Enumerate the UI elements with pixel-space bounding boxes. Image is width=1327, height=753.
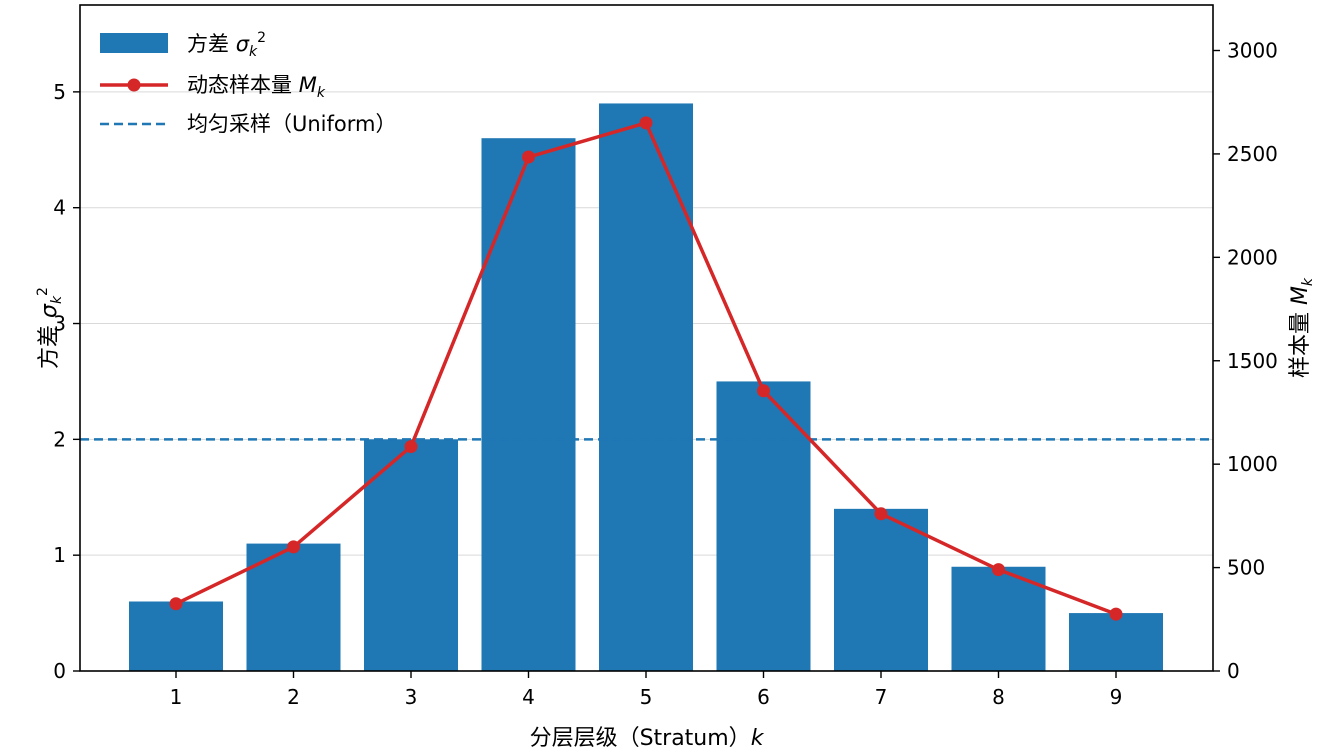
y2-tick-label: 500 <box>1227 556 1265 580</box>
y2-tick-label: 1000 <box>1227 452 1278 476</box>
x-tick-label: 8 <box>992 685 1005 709</box>
variance-bar <box>1069 613 1163 671</box>
variance-bar <box>599 103 693 672</box>
sample-size-line-layer <box>169 116 1123 621</box>
variance-bar <box>364 439 458 671</box>
y-tick-label: 2 <box>53 427 66 451</box>
y-tick-label: 5 <box>53 80 66 104</box>
x-tick-label: 2 <box>287 685 300 709</box>
y2-tick-label: 1500 <box>1227 349 1278 373</box>
variance-bars <box>129 103 1163 672</box>
x-tick-label: 9 <box>1110 685 1123 709</box>
x-tick-label: 4 <box>522 685 535 709</box>
x-axis-label: 分层层级（Stratum）k <box>530 726 765 751</box>
y2-tick-label: 0 <box>1227 659 1240 683</box>
legend: 方差 σk2 动态样本量 Mk 均匀采样（Uniform） <box>100 30 396 136</box>
axes: 1 2 3 4 5 6 7 8 9 0 1 2 3 4 5 0 500 1000 1500 2000 2500 3000 分… <box>35 4 1316 751</box>
sample-size-point <box>404 440 418 454</box>
legend-bar-swatch <box>100 33 168 53</box>
y-tick-label: 3 <box>53 312 66 336</box>
variance-bar <box>246 543 341 671</box>
y-axis-label: 方差 σk2 <box>35 287 65 369</box>
variance-bar <box>129 601 223 671</box>
sample-size-point <box>639 116 653 130</box>
x-tick-label: 6 <box>757 685 770 709</box>
legend-sample-size-label: 动态样本量 Mk <box>187 73 326 101</box>
legend-uniform-label: 均匀采样（Uniform） <box>187 112 396 136</box>
sample-size-point <box>757 384 770 398</box>
y-tick-label: 4 <box>53 196 66 220</box>
sample-size-point <box>169 597 183 611</box>
y2-tick-label: 2000 <box>1227 245 1278 269</box>
legend-line-marker <box>127 78 141 92</box>
y2-axis-label: 样本量 Mk <box>1288 277 1316 378</box>
x-tick-label: 3 <box>405 685 418 709</box>
legend-variance-label: 方差 σk2 <box>187 30 266 60</box>
variance-bar <box>481 138 576 671</box>
y-tick-label: 1 <box>53 543 66 567</box>
sample-size-point <box>874 507 888 521</box>
y-tick-label: 0 <box>53 659 66 683</box>
variance-bar <box>834 508 928 671</box>
x-tick-label: 5 <box>640 685 653 709</box>
sample-size-point <box>1109 607 1123 621</box>
sample-size-point <box>287 540 300 554</box>
variance-bar <box>716 381 811 671</box>
sample-size-point <box>522 150 535 164</box>
x-tick-label: 7 <box>875 685 888 709</box>
variance-bar <box>951 566 1046 671</box>
y2-tick-label: 3000 <box>1227 39 1278 63</box>
sample-size-point <box>992 563 1005 577</box>
x-tick-label: 1 <box>170 685 183 709</box>
y2-tick-label: 2500 <box>1227 142 1278 166</box>
